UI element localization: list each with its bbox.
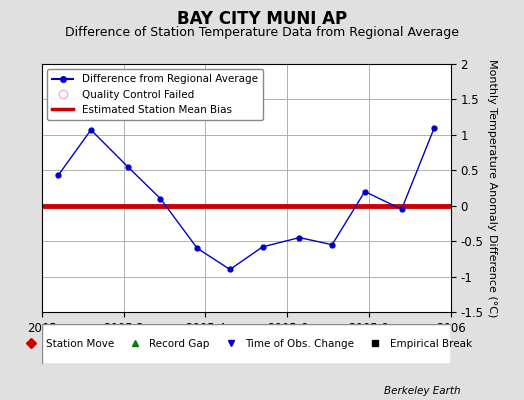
Legend: Difference from Regional Average, Quality Control Failed, Estimated Station Mean: Difference from Regional Average, Qualit… — [47, 69, 263, 120]
FancyBboxPatch shape — [42, 324, 451, 364]
Text: Difference of Station Temperature Data from Regional Average: Difference of Station Temperature Data f… — [65, 26, 459, 39]
Text: BAY CITY MUNI AP: BAY CITY MUNI AP — [177, 10, 347, 28]
Text: Berkeley Earth: Berkeley Earth — [385, 386, 461, 396]
Legend: Station Move, Record Gap, Time of Obs. Change, Empirical Break: Station Move, Record Gap, Time of Obs. C… — [18, 336, 475, 352]
Y-axis label: Monthly Temperature Anomaly Difference (°C): Monthly Temperature Anomaly Difference (… — [487, 59, 497, 317]
